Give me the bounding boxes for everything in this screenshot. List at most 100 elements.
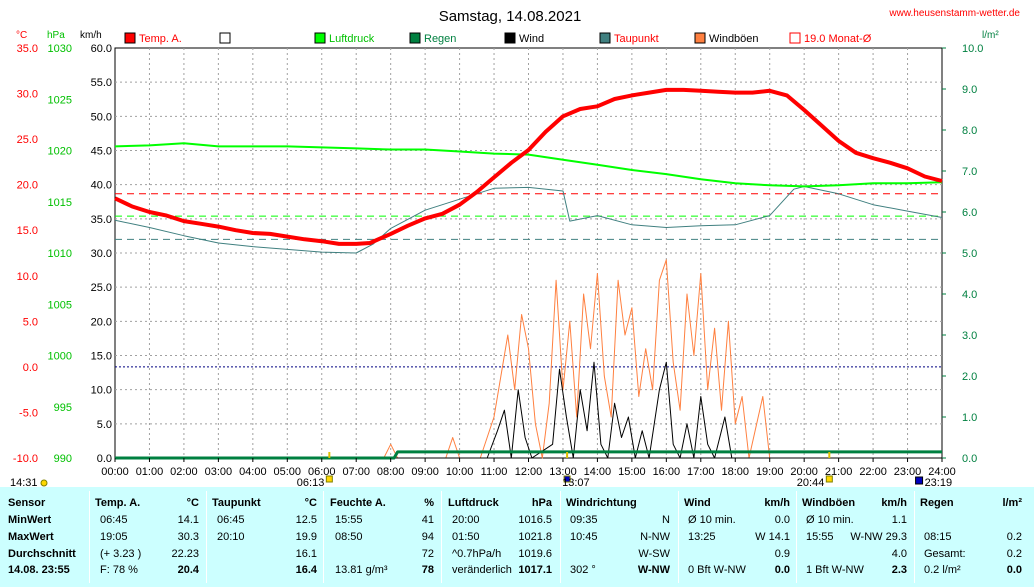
sun-icon (40, 479, 48, 487)
gust-value: 1.1 (891, 514, 907, 526)
header-dew-unit: °C (304, 497, 317, 509)
temp-value: 14.1 (177, 514, 199, 526)
temp-axis-tick: 35.0 (17, 43, 38, 55)
x-axis-tick: 08:00 (377, 466, 405, 478)
wind-axis-tick: 0.0 (97, 453, 112, 465)
rain-time: 08:15 (924, 531, 952, 543)
x-axis-tick: 09:00 (411, 466, 439, 478)
legend-label: 19.0 Monat-Ø (804, 33, 872, 45)
x-axis-tick: 19:00 (756, 466, 784, 478)
header-hum-unit: % (424, 497, 434, 509)
wind-value: 0.0 (774, 564, 790, 576)
temp-axis-tick: 0.0 (23, 362, 38, 374)
wind-axis-tick: 25.0 (91, 282, 112, 294)
column-separator (441, 491, 442, 583)
wind-axis-tick: 60.0 (91, 43, 112, 55)
gust-value: 2.3 (891, 564, 907, 576)
header-wdir: Windrichtung (566, 497, 637, 509)
x-axis-tick: 13:00 (549, 466, 577, 478)
legend-label: Taupunkt (614, 33, 659, 45)
press-unit-label: hPa (47, 30, 65, 41)
header-wind-unit: km/h (764, 497, 790, 509)
temp-axis-tick: 10.0 (17, 271, 38, 283)
series-windb-en (115, 259, 942, 459)
temp-axis-tick: 30.0 (17, 89, 38, 101)
dew-time: 20:10 (217, 531, 245, 543)
temp-axis-tick: -5.0 (19, 407, 38, 419)
wdir-time: 302 ° (570, 564, 596, 576)
press-axis-tick: 990 (54, 453, 72, 465)
x-axis-tick: 10:00 (446, 466, 474, 478)
header-temp: Temp. A. (95, 497, 141, 509)
x-axis-tick: 17:00 (687, 466, 715, 478)
temp-axis-tick: 25.0 (17, 134, 38, 146)
press-axis-tick: 1000 (48, 351, 72, 363)
hum-time: 15:55 (335, 514, 363, 526)
header-dew: Taupunkt (212, 497, 261, 509)
marker-sunset-label: 20:44 (797, 477, 825, 487)
rain-axis-tick: 10.0 (962, 43, 983, 55)
header-sensor: Sensor (8, 497, 46, 509)
wind-value: 0.0 (774, 514, 790, 526)
series-luftdruck (114, 142, 943, 188)
legend-swatch (409, 32, 421, 44)
x-axis-tick: 20:00 (790, 466, 818, 478)
legend-label: Regen (424, 33, 456, 45)
row-label: MinWert (8, 514, 52, 526)
press-value: 1019.6 (518, 548, 552, 560)
legend-swatch (504, 32, 516, 44)
rain-axis-tick: 0.0 (962, 453, 977, 465)
chart-title: Samstag, 14.08.2021 (439, 8, 582, 25)
marker-sunrise-icon (325, 475, 333, 483)
temp-axis-tick: 15.0 (17, 225, 38, 237)
legend-swatch (314, 32, 326, 44)
temp-axis-tick: 20.0 (17, 180, 38, 192)
gust-time: 15:55 (806, 531, 834, 543)
x-axis-tick: 12:00 (515, 466, 543, 478)
wind-axis-tick: 5.0 (97, 419, 112, 431)
wind-axis-tick: 10.0 (91, 385, 112, 397)
temp-time: 06:45 (100, 514, 128, 526)
temp-axis-tick: 5.0 (23, 316, 38, 328)
rain-axis-tick: 7.0 (962, 166, 977, 178)
rain-axis-tick: 9.0 (962, 84, 977, 96)
x-axis-tick: 21:00 (825, 466, 853, 478)
temp-time: 19:05 (100, 531, 128, 543)
wind-axis-tick: 15.0 (91, 351, 112, 363)
x-axis-tick: 18:00 (721, 466, 749, 478)
x-axis-tick: 16:00 (653, 466, 681, 478)
wdir-value: N-NW (640, 531, 670, 543)
hum-time: 13.81 g/m³ (335, 564, 388, 576)
temp-value: 20.4 (177, 564, 199, 576)
marker-noon-label: 13:07 (562, 477, 590, 487)
x-axis-tick: 07:00 (342, 466, 370, 478)
wind-value: 0.9 (774, 548, 790, 560)
rain-axis-tick: 8.0 (962, 125, 977, 137)
press-axis-tick: 995 (54, 402, 72, 414)
row-label: MaxWert (8, 531, 54, 543)
temp-axis-tick: -10.0 (13, 453, 38, 465)
gust-value: W-NW 29.3 (850, 531, 907, 543)
series-regen (115, 450, 942, 460)
legend-swatch (789, 32, 801, 44)
wind-axis-tick: 50.0 (91, 111, 112, 123)
row-label: 14.08. 23:55 (8, 564, 70, 576)
rain-value: 0.2 (1006, 548, 1022, 560)
site-link[interactable]: www.heusenstamm-wetter.de (888, 8, 1020, 19)
marker-noon-icon (563, 475, 571, 483)
dew-value: 16.1 (295, 548, 317, 560)
dew-value: 19.9 (295, 531, 317, 543)
chart-grid (114, 47, 943, 459)
temp-time: F: 78 % (100, 564, 138, 576)
header-press-unit: hPa (531, 497, 552, 509)
x-axis-tick: 00:00 (101, 466, 129, 478)
gust-time: Ø 10 min. (806, 514, 854, 526)
press-value: 1021.8 (518, 531, 552, 543)
wdir-value: W-NW (637, 564, 670, 576)
series-temp-a (114, 87, 943, 246)
wdir-value: N (662, 514, 670, 526)
hum-value: 78 (421, 564, 434, 576)
press-axis-tick: 1030 (48, 43, 72, 55)
header-rain: Regen (920, 497, 954, 509)
marker-sunset-icon (825, 475, 833, 483)
